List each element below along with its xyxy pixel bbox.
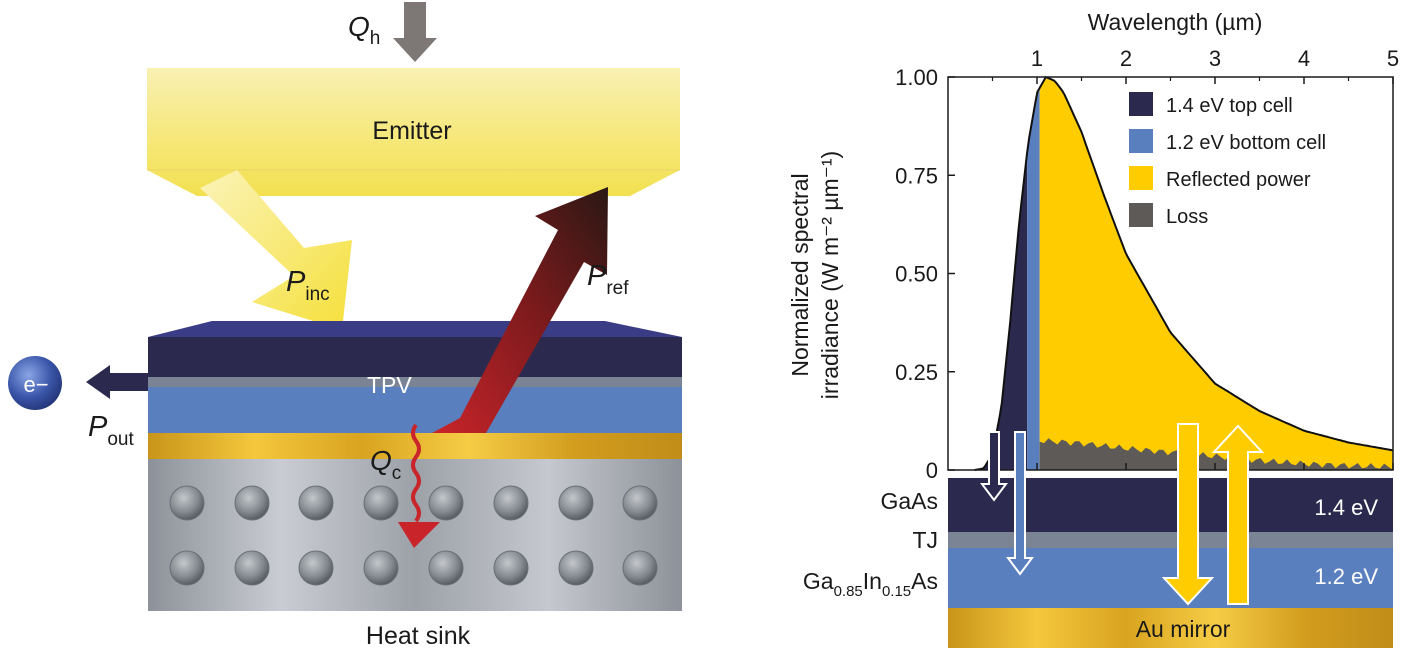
gainas-label: Ga0.85In0.15As xyxy=(803,568,938,600)
output-power-arrow xyxy=(86,365,148,399)
x-axis-title: Wavelength (µm) xyxy=(1088,9,1263,35)
tpv-schematic: Qh Emitter Pinc TPV Heat sink Pref xyxy=(8,2,682,650)
conduction-heat-label: Qc xyxy=(370,445,401,484)
heat-sink-hole xyxy=(298,485,334,521)
legend-label: Reflected power xyxy=(1166,169,1311,191)
heat-sink-hole xyxy=(428,485,464,521)
y-ticks: 0 0.25 0.50 0.75 1.00 xyxy=(895,65,955,483)
top-cell-absorption-arrow xyxy=(980,431,1008,502)
tj-layer xyxy=(948,532,1393,548)
conduction-heat-arrowhead xyxy=(398,522,440,548)
legend-swatch xyxy=(1129,129,1153,153)
heat-sink-hole xyxy=(558,485,594,521)
electron-label: e− xyxy=(23,372,48,397)
photon-arrows xyxy=(980,423,1265,606)
reflected-power-arrow xyxy=(432,187,608,433)
x-tick-label: 4 xyxy=(1298,46,1310,71)
spectrum-envelope-line xyxy=(974,75,1394,471)
area-loss xyxy=(1039,438,1393,470)
heat-sink-hole xyxy=(169,550,205,586)
bottom-cell-absorption-arrow xyxy=(1006,431,1034,576)
heat-sink-hole xyxy=(622,550,658,586)
au-mirror-label: Au mirror xyxy=(1136,616,1231,642)
legend-label: Loss xyxy=(1166,206,1208,228)
y-tick-label: 0.75 xyxy=(895,163,938,188)
reflected-power-label: Pref xyxy=(587,260,629,299)
heat-sink-hole xyxy=(363,485,399,521)
legend: 1.4 eV top cell 1.2 eV bottom cell Reflect… xyxy=(1129,92,1326,228)
heat-sink-hole xyxy=(493,550,529,586)
tj-label: TJ xyxy=(912,527,938,553)
gaas-energy-label: 1.4 eV xyxy=(1314,495,1378,520)
y-tick-label: 0.25 xyxy=(895,360,938,385)
emitter-label: Emitter xyxy=(372,117,451,145)
heat-sink-hole xyxy=(622,485,658,521)
x-ticks: 1 2 3 4 5 xyxy=(991,46,1399,470)
y-axis-title-line2: irradiance (W m⁻² µm⁻¹) xyxy=(817,151,843,399)
chart-fills xyxy=(974,75,1394,471)
x-tick-label: 5 xyxy=(1387,46,1399,71)
x-tick-label: 1 xyxy=(1031,46,1043,71)
y-tick-label: 0 xyxy=(926,458,938,483)
area-top-cell xyxy=(974,151,1028,470)
heat-sink-label: Heat sink xyxy=(366,622,471,650)
heat-sink-hole xyxy=(169,485,205,521)
au-mirror-layer xyxy=(948,608,1393,648)
x-tick-label: 3 xyxy=(1209,46,1221,71)
legend-swatch xyxy=(1129,166,1153,190)
heat-in-label: Qh xyxy=(348,11,380,49)
tpv-label: TPV xyxy=(367,372,412,398)
y-tick-label: 0.50 xyxy=(895,262,938,287)
y-tick-label: 1.00 xyxy=(895,65,938,90)
heat-sink-hole xyxy=(363,550,399,586)
heat-in-arrow xyxy=(393,2,437,62)
electron-icon xyxy=(8,356,62,410)
incident-power-arrow xyxy=(200,170,352,330)
area-reflected-power xyxy=(1039,78,1393,470)
x-tick-label: 2 xyxy=(1120,46,1132,71)
heat-sink-hole xyxy=(298,550,334,586)
y-axis-title-line1: Normalized spectral xyxy=(787,173,813,376)
heat-sink-hole xyxy=(234,485,270,521)
legend-swatch xyxy=(1129,92,1153,116)
layer-stack: GaAs TJ Ga0.85In0.15As 1.4 eV 1.2 eV Au … xyxy=(803,478,1393,648)
heat-sink xyxy=(148,459,682,611)
reflected-down-arrow xyxy=(1161,423,1215,606)
heat-sink-hole xyxy=(428,550,464,586)
heat-sink-hole xyxy=(234,550,270,586)
reflected-up-arrow xyxy=(1211,424,1265,605)
area-bottom-cell xyxy=(1027,88,1040,470)
conduction-heat-wavy-arrow xyxy=(411,423,421,523)
gaas-label: GaAs xyxy=(880,488,938,514)
output-power-label: Pout xyxy=(88,411,134,450)
legend-swatch xyxy=(1129,203,1153,227)
legend-label: 1.2 eV bottom cell xyxy=(1166,132,1326,154)
heat-sink-hole xyxy=(493,485,529,521)
emitter-block xyxy=(147,68,680,196)
heat-sink-hole xyxy=(558,550,594,586)
incident-power-label: Pinc xyxy=(286,266,330,305)
gainas-energy-label: 1.2 eV xyxy=(1314,564,1378,589)
legend-label: 1.4 eV top cell xyxy=(1166,95,1293,117)
